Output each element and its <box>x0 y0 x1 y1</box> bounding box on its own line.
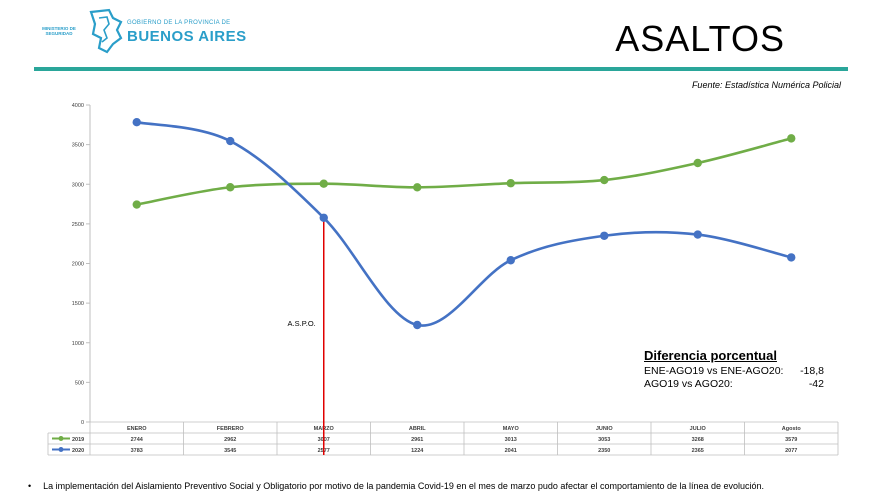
data-point <box>413 183 422 192</box>
data-point <box>413 320 422 330</box>
data-point <box>600 175 609 185</box>
legend-label: 2020 <box>72 448 84 454</box>
government-label: GOBIERNO DE LA PROVINCIA DE <box>127 20 231 26</box>
data-table-value: 2041 <box>505 448 517 454</box>
footnote: • La implementación del Aislamiento Preve… <box>28 481 764 491</box>
legend-swatch-marker <box>58 447 64 452</box>
percent-difference-row: ENE-AGO19 vs ENE-AGO20: -18,8 <box>644 365 834 378</box>
data-point <box>132 117 141 127</box>
data-table-value: 1224 <box>411 448 424 454</box>
data-point <box>226 183 235 192</box>
data-point <box>506 179 515 188</box>
x-tick-label: MAYO <box>503 426 520 432</box>
data-point <box>132 200 141 209</box>
bullet-icon: • <box>28 481 32 491</box>
data-table-value: 3053 <box>598 437 610 443</box>
data-point <box>506 256 515 265</box>
province-name: BUENOS AIRES <box>127 28 247 45</box>
y-tick-label: 0 <box>81 420 84 426</box>
data-table-value: 3579 <box>785 437 797 443</box>
legend-swatch-marker <box>58 436 64 441</box>
data-point <box>319 213 328 222</box>
data-point <box>787 134 796 143</box>
aspo-annotation-label: A.S.P.O. <box>288 319 316 328</box>
percent-difference-label: AGO19 vs AGO20: <box>644 378 733 390</box>
source-note: Fuente: Estadística Numérica Policial <box>691 80 841 90</box>
series-line-2020 <box>136 120 792 327</box>
y-tick-label: 1500 <box>72 301 84 307</box>
data-table-value: 2962 <box>224 437 236 443</box>
data-table-value: 3268 <box>692 437 704 443</box>
data-point <box>226 136 235 146</box>
y-tick-label: 500 <box>75 380 84 386</box>
ministry-label: MINISTERIO DE SEGURIDAD <box>42 26 76 36</box>
data-point <box>693 158 702 168</box>
y-tick-label: 3500 <box>72 143 84 149</box>
percent-difference-title: Diferencia porcentual <box>644 348 777 363</box>
x-tick-label: FEBRERO <box>217 426 245 432</box>
x-tick-label: ABRIL <box>409 426 426 432</box>
percent-difference-label: ENE-AGO19 vs ENE-AGO20: <box>644 365 784 377</box>
data-point <box>787 253 796 262</box>
data-table-value: 2744 <box>131 437 144 443</box>
province-logo: MINISTERIO DE SEGURIDAD GOBIERNO DE LA P… <box>35 8 246 54</box>
percent-difference-value: -42 <box>808 378 824 390</box>
percent-difference-value: -18,8 <box>800 365 824 377</box>
header: MINISTERIO DE SEGURIDAD GOBIERNO DE LA P… <box>0 0 885 90</box>
y-tick-label: 1000 <box>72 341 84 347</box>
data-point <box>600 231 609 240</box>
x-tick-label: JUNIO <box>596 426 614 432</box>
data-table-value: 3013 <box>505 437 517 443</box>
data-table-value: 2077 <box>785 448 797 454</box>
page-title: ASALTOS <box>615 18 785 59</box>
y-tick-label: 3000 <box>72 182 84 188</box>
footnote-text: La implementación del Aislamiento Preven… <box>43 481 765 491</box>
y-tick-label: 2500 <box>72 222 84 228</box>
percent-difference-box: Diferencia porcentual ENE-AGO19 vs ENE-A… <box>644 348 834 391</box>
data-point <box>693 230 702 239</box>
data-table-value: 2365 <box>692 448 704 454</box>
assaults-line-chart: 0 500 1000 1500 2000 2500 3000 3500 4000 ENERO FEB… <box>47 103 839 456</box>
x-tick-label: ENERO <box>127 426 147 432</box>
y-tick-label: 2000 <box>72 262 84 268</box>
title-divider <box>34 67 848 71</box>
percent-difference-row: AGO19 vs AGO20: -42 <box>644 378 834 391</box>
data-table-value: 3545 <box>224 448 236 454</box>
data-point <box>319 179 328 188</box>
data-table-value: 3783 <box>131 448 143 454</box>
y-tick-label: 4000 <box>72 103 84 109</box>
x-tick-label: JULIO <box>690 426 707 432</box>
province-map-icon <box>89 8 123 54</box>
x-tick-label: Agosto <box>782 426 802 432</box>
legend-label: 2019 <box>72 437 84 443</box>
series-line-2019 <box>136 137 792 206</box>
data-table-value: 2961 <box>411 437 423 443</box>
data-table-value: 2350 <box>598 448 610 454</box>
